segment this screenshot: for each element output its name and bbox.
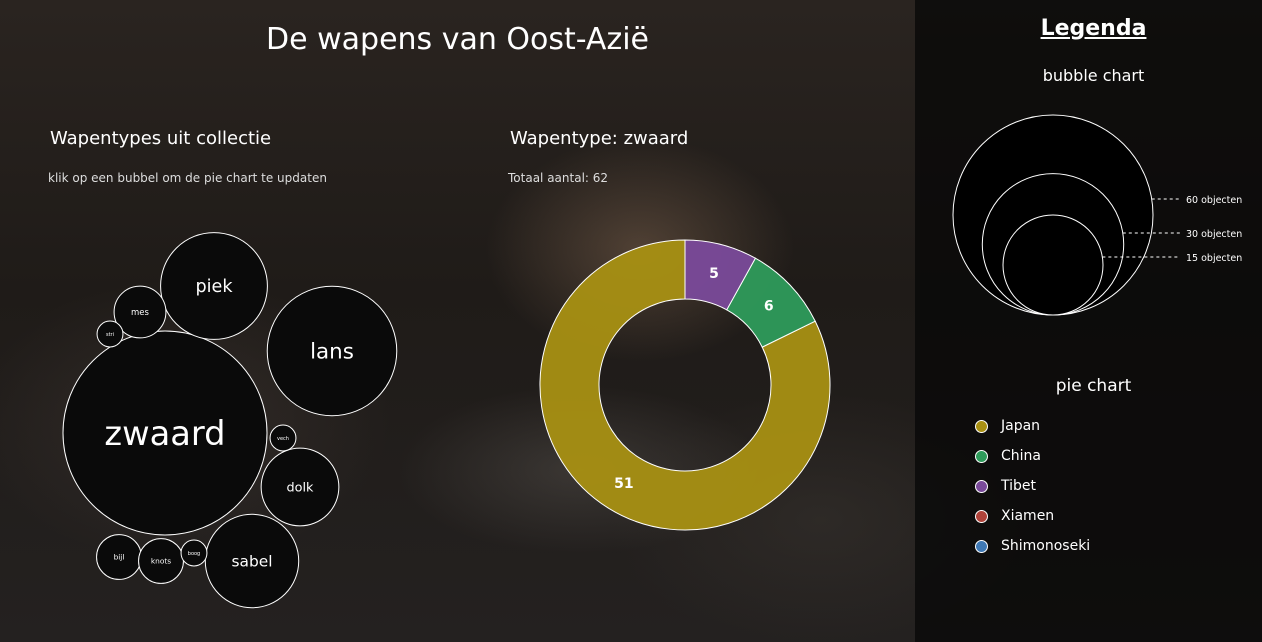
bubble-piek[interactable]: piek <box>160 232 268 340</box>
bubble-label-dolk: dolk <box>287 480 315 495</box>
legend-swatch-tibet <box>975 479 988 493</box>
bubble-circle-piek[interactable] <box>160 232 268 340</box>
legend-item-tibet: Tibet <box>975 476 1036 496</box>
legend-swatch-xiamen <box>975 509 988 523</box>
pie-chart-title: Wapentype: zwaard <box>510 128 689 149</box>
pie-slice-tibet[interactable] <box>684 239 757 311</box>
bubble-vech[interactable]: vech <box>269 424 297 452</box>
pie-label-tibet: 5 <box>709 266 719 282</box>
bubble-circle-vech[interactable] <box>269 424 297 452</box>
legend-item-xiamen: Xiamen <box>975 506 1054 526</box>
legend-item-japan: Japan <box>975 416 1040 436</box>
bubble-label-stri: stri <box>106 332 114 338</box>
bubble-label-lans: lans <box>310 339 354 364</box>
legend-item-shimonoseki: Shimonoseki <box>975 536 1090 556</box>
pie-chart: 51 6 5 <box>539 239 831 531</box>
bubble-circle-stri[interactable] <box>96 320 124 348</box>
bubble-circle-sabel[interactable] <box>204 513 300 609</box>
bubble-chart-hint: klik op een bubbel om de pie chart te up… <box>48 171 327 185</box>
legend-label-xiamen: Xiamen <box>1001 508 1055 524</box>
bubble-knots[interactable]: knots <box>138 538 184 584</box>
bubble-circle-lans[interactable] <box>266 285 398 417</box>
legend-scale-circle-15 <box>1002 214 1104 316</box>
bubble-label-bijl: bijl <box>114 553 125 562</box>
legend-scale-label-60: 60 objecten <box>1186 195 1242 206</box>
legend-swatch-japan <box>975 419 988 433</box>
bubble-circle-boog[interactable] <box>180 539 208 567</box>
bubble-circle-mes[interactable] <box>113 285 167 339</box>
bubble-chart-title: Wapentypes uit collectie <box>50 128 272 149</box>
bubble-circle-dolk[interactable] <box>260 447 340 527</box>
bubble-zwaard[interactable]: zwaard <box>62 330 268 536</box>
bubble-label-mes: mes <box>131 308 150 318</box>
legend-swatch-shimonoseki <box>975 539 988 553</box>
bubble-dolk[interactable]: dolk <box>260 447 340 527</box>
bubble-stri[interactable]: stri <box>96 320 124 348</box>
legend-label-china: China <box>1001 448 1041 464</box>
pie-label-japan: 51 <box>614 476 633 492</box>
bubble-label-sabel: sabel <box>232 552 273 570</box>
page-title: De wapens van Oost-Azië <box>266 22 649 57</box>
bubble-label-piek: piek <box>195 277 233 297</box>
bubble-sabel[interactable]: sabel <box>204 513 300 609</box>
bubble-label-knots: knots <box>151 557 171 566</box>
legend-scale-label-15: 15 objecten <box>1186 253 1242 264</box>
pie-chart-total: Totaal aantal: 62 <box>508 171 609 185</box>
bubble-boog[interactable]: boog <box>180 539 208 567</box>
bubble-circle-zwaard[interactable] <box>62 330 268 536</box>
legend-title: Legenda <box>1040 16 1147 41</box>
bubble-label-boog: boog <box>188 551 200 557</box>
pie-label-china: 6 <box>764 298 774 314</box>
pie-slice-japan[interactable] <box>539 239 831 531</box>
bubble-mes[interactable]: mes <box>113 285 167 339</box>
legend-bubble-title: bubble chart <box>1042 66 1145 85</box>
legend-label-japan: Japan <box>1001 418 1041 434</box>
legend-swatch-china <box>975 449 988 463</box>
legend-pie-title: pie chart <box>1055 376 1132 396</box>
legend-scale-label-30: 30 objecten <box>1186 229 1242 240</box>
legend-item-china: China <box>975 446 1041 466</box>
legend-bubble-scale: 60 objecten 30 objecten 15 objecten <box>952 114 1242 316</box>
legend-label-tibet: Tibet <box>1001 478 1036 494</box>
legend-panel <box>915 0 1262 642</box>
bubble-chart: zwaard lans piek sabel dolk mes bijl knots boog v… <box>62 232 398 609</box>
bubble-lans[interactable]: lans <box>266 285 398 417</box>
legend-label-shimonoseki: Shimonoseki <box>1001 538 1091 554</box>
bubble-label-zwaard: zwaard <box>104 414 225 453</box>
bubble-bijl[interactable]: bijl <box>96 534 142 580</box>
bubble-label-vech: vech <box>277 436 289 442</box>
